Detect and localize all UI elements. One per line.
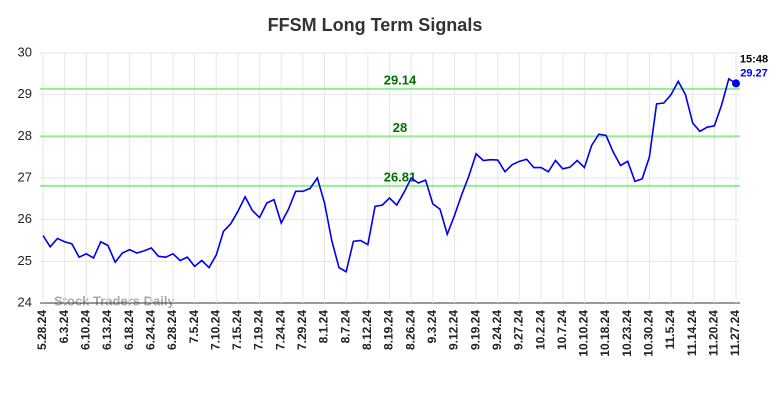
x-tick-label: 6.28.24 bbox=[165, 310, 179, 350]
x-tick-label: 7.5.24 bbox=[187, 310, 201, 344]
x-tick-label: 6.13.24 bbox=[100, 310, 114, 350]
signal-label: 28 bbox=[393, 120, 407, 135]
y-tick-label: 26 bbox=[18, 211, 32, 226]
x-tick-label: 9.12.24 bbox=[447, 310, 461, 350]
x-tick-label: 7.29.24 bbox=[295, 310, 309, 350]
x-tick-label: 9.19.24 bbox=[468, 310, 482, 350]
signal-label: 29.14 bbox=[384, 72, 417, 87]
x-tick-label: 6.24.24 bbox=[143, 310, 157, 350]
y-tick-label: 24 bbox=[18, 294, 32, 309]
x-tick-label: 11.20.24 bbox=[707, 310, 721, 356]
x-tick-label: 7.19.24 bbox=[252, 310, 266, 350]
x-tick-label: 8.26.24 bbox=[403, 310, 417, 350]
x-tick-label: 9.27.24 bbox=[512, 310, 526, 350]
signal-label: 26.81 bbox=[384, 169, 417, 184]
x-tick-label: 10.2.24 bbox=[533, 310, 547, 350]
x-tick-label: 6.18.24 bbox=[122, 310, 136, 350]
x-tick-label: 11.14.24 bbox=[685, 310, 699, 356]
x-tick-label: 8.12.24 bbox=[360, 310, 374, 350]
y-tick-label: 29 bbox=[18, 86, 32, 101]
x-tick-label: 6.10.24 bbox=[78, 310, 92, 350]
x-tick-label: 7.24.24 bbox=[273, 310, 287, 350]
x-tick-label: 8.7.24 bbox=[338, 310, 352, 344]
last-time: 15:48 bbox=[740, 53, 768, 65]
watermark: Stock Traders Daily bbox=[54, 293, 175, 308]
price-line bbox=[42, 77, 737, 273]
y-tick-label: 27 bbox=[18, 169, 32, 184]
x-tick-label: 9.3.24 bbox=[425, 310, 439, 344]
x-tick-label: 11.27.24 bbox=[728, 310, 742, 356]
x-tick-label: 7.10.24 bbox=[208, 310, 222, 350]
x-tick-label: 10.18.24 bbox=[598, 310, 612, 357]
x-tick-label: 5.28.24 bbox=[35, 310, 49, 350]
y-tick-label: 25 bbox=[18, 253, 32, 268]
last-point bbox=[732, 79, 740, 88]
x-tick-label: 11.5.24 bbox=[663, 310, 677, 350]
y-tick-label: 30 bbox=[18, 44, 32, 59]
x-tick-label: 10.7.24 bbox=[555, 310, 569, 350]
x-tick-label: 6.3.24 bbox=[57, 310, 71, 344]
x-tick-label: 10.23.24 bbox=[620, 310, 634, 357]
chart-title: FFSM Long Term Signals bbox=[268, 15, 483, 35]
x-tick-label: 10.30.24 bbox=[642, 310, 656, 357]
x-tick-label: 7.15.24 bbox=[230, 310, 244, 350]
x-tick-label: 8.1.24 bbox=[317, 310, 331, 344]
last-value: 29.27 bbox=[740, 67, 768, 79]
x-tick-label: 9.24.24 bbox=[490, 310, 504, 350]
x-tick-label: 8.19.24 bbox=[382, 310, 396, 350]
y-tick-label: 28 bbox=[18, 128, 32, 143]
x-tick-label: 10.10.24 bbox=[577, 310, 591, 357]
